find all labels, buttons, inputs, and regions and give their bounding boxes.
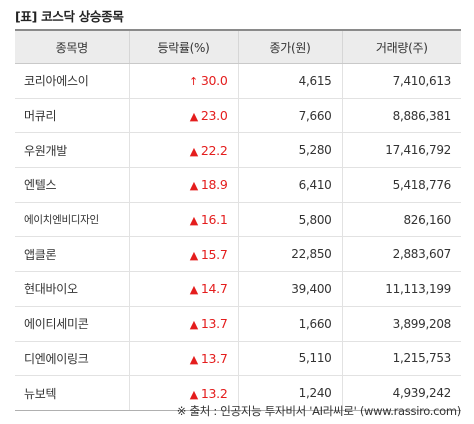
volume: 1,215,753 [341, 341, 461, 377]
change-rate-cell: ▲ 13.7 [128, 341, 238, 377]
up-triangle-icon: ▲ [189, 179, 198, 193]
volume: 8,886,381 [341, 98, 461, 134]
table-row: 현대바이오 ▲ 14.7 39,400 11,113,199 [15, 271, 461, 307]
volume: 17,416,792 [341, 132, 461, 169]
change-rate: 13.2 [200, 385, 228, 401]
volume: 4,939,242 [341, 375, 461, 411]
change-rate: 30.0 [200, 73, 228, 89]
change-rate: 22.2 [200, 142, 228, 158]
change-rate-cell: ▲ 18.9 [128, 167, 238, 203]
stock-name: 엔텔스 [15, 167, 129, 203]
change-rate-cell: ▲ 16.1 [128, 202, 238, 238]
volume: 7,410,613 [341, 63, 461, 99]
volume: 826,160 [341, 202, 461, 238]
up-triangle-icon: ▲ [189, 283, 198, 297]
header-stock-name: 종목명 [15, 31, 129, 64]
stock-name: 머큐리 [15, 98, 129, 134]
stock-name: 코리아에스이 [15, 63, 129, 99]
stock-name: 에이티세미콘 [15, 306, 129, 342]
change-rate: 13.7 [200, 316, 228, 332]
header-change-rate: 등락률(%) [128, 31, 238, 64]
stock-name: 우원개발 [15, 132, 129, 169]
table-row: 뉴보텍 ▲ 13.2 1,240 4,939,242 [15, 375, 461, 411]
change-rate: 18.9 [200, 177, 228, 193]
close-price: 4,615 [237, 63, 342, 99]
volume: 5,418,776 [341, 167, 461, 203]
header-volume: 거래량(주) [341, 31, 461, 64]
stock-table-container: 종목명 등락률(%) 종가(원) 거래량(주) 코리아에스이 ↑ 30.0 4,6… [15, 29, 461, 411]
table-row: 엔텔스 ▲ 18.9 6,410 5,418,776 [15, 167, 461, 203]
change-rate: 23.0 [200, 108, 228, 124]
change-rate-cell: ↑ 30.0 [128, 63, 238, 99]
kosdaq-gainers-table: 종목명 등락률(%) 종가(원) 거래량(주) 코리아에스이 ↑ 30.0 4,6… [15, 31, 461, 411]
volume: 11,113,199 [341, 271, 461, 307]
up-triangle-icon: ▲ [189, 248, 198, 262]
close-price: 5,110 [237, 341, 342, 377]
change-rate-cell: ▲ 22.2 [128, 132, 238, 169]
table-title: [표] 코스닥 상승종목 [15, 9, 124, 24]
close-price: 5,280 [237, 132, 342, 169]
close-price: 6,410 [237, 167, 342, 203]
up-triangle-icon: ▲ [189, 318, 198, 332]
table-row: 코리아에스이 ↑ 30.0 4,615 7,410,613 [15, 63, 461, 99]
close-price: 1,240 [237, 375, 342, 411]
close-price: 1,660 [237, 306, 342, 342]
stock-name: 앱클론 [15, 236, 129, 273]
close-price: 5,800 [237, 202, 342, 238]
table-row: 머큐리 ▲ 23.0 7,660 8,886,381 [15, 98, 461, 134]
change-rate-cell: ▲ 23.0 [128, 98, 238, 134]
table-row: 앱클론 ▲ 15.7 22,850 2,883,607 [15, 236, 461, 273]
change-rate-cell: ▲ 13.7 [128, 306, 238, 342]
change-rate: 15.7 [200, 246, 228, 262]
stock-name: 현대바이오 [15, 271, 129, 307]
up-triangle-icon: ▲ [189, 144, 198, 158]
change-rate-cell: ▲ 13.2 [128, 375, 238, 411]
change-rate: 13.7 [200, 350, 228, 366]
source-note: ※ 출처 : 인공지능 투자비서 'AI라씨로' (www.rassiro.co… [176, 404, 462, 418]
stock-name: 뉴보텍 [15, 375, 129, 411]
change-rate: 14.7 [200, 281, 228, 297]
table-row: 우원개발 ▲ 22.2 5,280 17,416,792 [15, 132, 461, 169]
stock-name: 디엔에이링크 [15, 341, 129, 377]
change-rate-cell: ▲ 14.7 [128, 271, 238, 307]
close-price: 7,660 [237, 98, 342, 134]
close-price: 39,400 [237, 271, 342, 307]
up-triangle-icon: ▲ [189, 110, 198, 124]
stock-name: 에이치엔비디자인 [15, 202, 129, 238]
table-row: 에이치엔비디자인 ▲ 16.1 5,800 826,160 [15, 202, 461, 238]
header-close-price: 종가(원) [237, 31, 342, 64]
close-price: 22,850 [237, 236, 342, 273]
table-row: 디엔에이링크 ▲ 13.7 5,110 1,215,753 [15, 341, 461, 377]
change-rate-cell: ▲ 15.7 [128, 236, 238, 273]
table-header-row: 종목명 등락률(%) 종가(원) 거래량(주) [15, 31, 461, 64]
upper-limit-arrow-icon: ↑ [188, 75, 198, 89]
change-rate: 16.1 [200, 212, 228, 228]
volume: 2,883,607 [341, 236, 461, 273]
table-row: 에이티세미콘 ▲ 13.7 1,660 3,899,208 [15, 306, 461, 342]
up-triangle-icon: ▲ [189, 387, 198, 401]
up-triangle-icon: ▲ [189, 214, 198, 228]
up-triangle-icon: ▲ [189, 352, 198, 366]
volume: 3,899,208 [341, 306, 461, 342]
